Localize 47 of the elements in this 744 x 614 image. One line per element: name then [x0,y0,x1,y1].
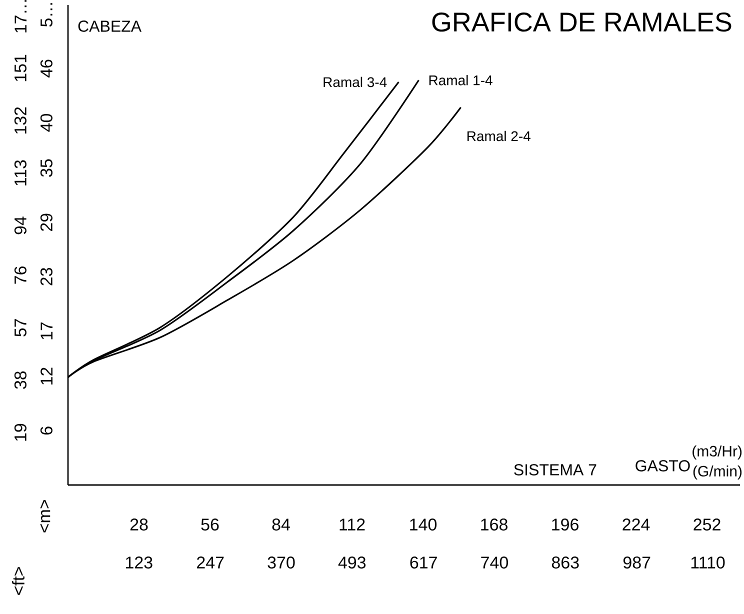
x2-tick-label: 123 [126,556,152,569]
x2-tick-label: 1110 [691,556,725,569]
x-tick-label: 196 [552,518,578,531]
y2-axis-title: <ft> [12,567,24,595]
y-tick-label: 46 [40,60,52,78]
x-axis-title: (m3/Hr) [692,445,742,460]
y2-tick-label: 76 [14,266,26,284]
y2-tick-label: 113 [14,160,26,186]
x-tick-label: 28 [130,518,148,531]
y-tick-label: 35 [40,159,52,177]
series-label: Ramal 2-4 [467,130,530,142]
x-tick-label: 224 [622,518,650,530]
y2-tick-label: 151 [14,54,26,82]
x-tick-label: 84 [272,518,290,531]
y-tick-label: 6 [40,426,52,435]
annotation: CABEZA [78,20,142,32]
x2-tick-label: 987 [623,556,650,569]
annotation: SISTEMA 7 [514,464,596,476]
y2-tick-label: 38 [14,371,26,389]
x2-tick-label: 493 [338,556,366,569]
x2-tick-label: 740 [481,556,508,569]
x2-tick-label: 863 [552,556,579,569]
y2-tick-label: 17… [14,0,26,32]
x-tick-label: 56 [201,518,219,531]
series-label: Ramal 1-4 [429,75,492,86]
y-tick-label: 12 [40,368,52,384]
x-tick-label: 112 [340,518,365,530]
y-tick-label: 40 [40,114,52,132]
chart-title: GRAFICA DE RAMALES [432,12,732,32]
x2-tick-label: 247 [197,556,224,568]
x2-tick-label: 617 [410,556,437,569]
x2-axis-title: (G/min) [693,465,742,480]
y-tick-label: 5… [40,3,52,27]
y2-tick-label: 132 [14,107,26,134]
y-tick-label: 17 [40,322,52,340]
y-tick-label: 29 [40,214,52,231]
y2-tick-label: 19 [14,424,26,441]
x2-tick-label: 370 [268,556,295,569]
series-label: Ramal 3-4 [324,76,387,88]
y-tick-label: 23 [40,268,52,286]
x-tick-label: 140 [410,518,437,531]
y-axis-title: <m> [40,500,50,532]
annotation: GASTO [636,460,690,472]
x-tick-label: 252 [694,518,720,531]
x-tick-label: 168 [481,518,508,531]
y2-tick-label: 57 [14,319,26,336]
y2-tick-label: 94 [14,216,26,234]
